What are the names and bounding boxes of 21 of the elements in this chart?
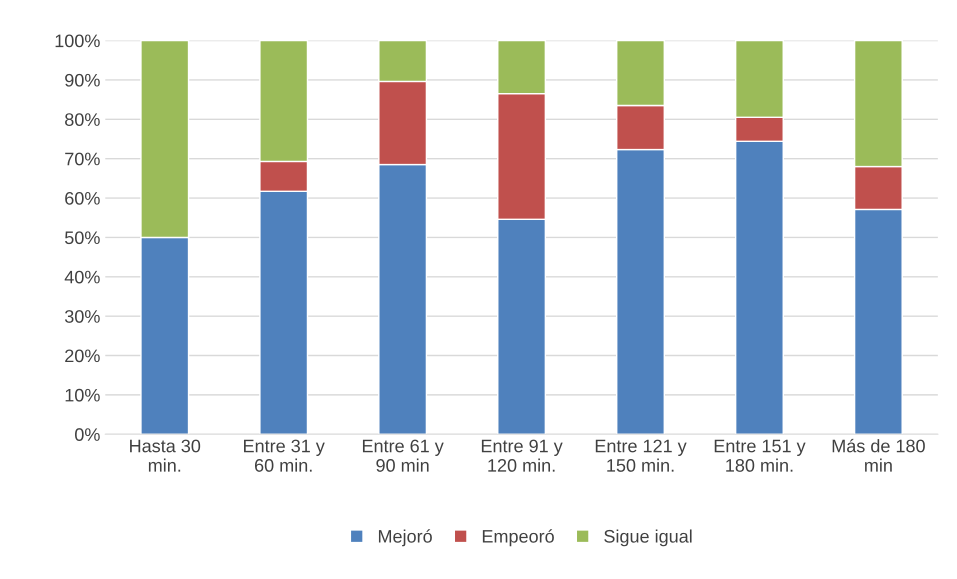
y-tick-label: 50% (64, 231, 100, 244)
x-tick-label: Entre 151 y 180 min. (714, 440, 806, 472)
y-tick-label: 70% (65, 152, 100, 166)
x-tick-label: Entre 61 y 90 min (362, 440, 444, 472)
x-tick-label: Entre 121 y 150 min. (596, 440, 687, 472)
y-tick-label: 80% (65, 113, 100, 126)
x-tick-label: Más de 180 min (832, 438, 925, 472)
legend-label: Empeoró (482, 529, 554, 546)
y-tick-label: 60% (65, 192, 100, 205)
y-tick-label: 100% (56, 34, 100, 48)
legend-label: Mejoró (378, 529, 432, 546)
x-tick-label: Hasta 30 min. (130, 440, 200, 472)
x-tick-label: Entre 91 y 120 min. (482, 440, 563, 472)
y-tick-label: 40% (64, 270, 100, 284)
y-tick-label: 10% (66, 388, 100, 402)
legend-label: Sigue igual (604, 529, 692, 546)
y-tick-label: 30% (64, 310, 100, 323)
y-tick-label: 20% (65, 349, 100, 362)
y-tick-label: 90% (65, 74, 100, 87)
y-tick-label: 0% (75, 428, 100, 441)
x-tick-label: Entre 31 y 60 min. (244, 440, 325, 472)
